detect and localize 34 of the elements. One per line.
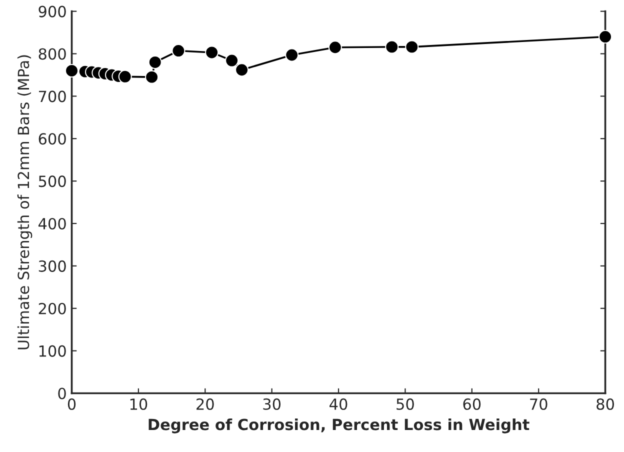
x-tick-label: 30: [263, 398, 281, 410]
point: [235, 63, 249, 77]
x-tick-label: 10: [130, 398, 148, 410]
x-tick-label: 0: [68, 398, 76, 410]
x-axis-title: Degree of Corrosion, Percent Loss in Weight: [148, 418, 530, 434]
y-tick-label: 100: [39, 345, 66, 357]
y-axis-title: Ultimate Strength of 12mm Bars (MPa): [17, 55, 32, 350]
point: [385, 40, 399, 54]
point: [225, 54, 239, 68]
x-tick-label: 40: [330, 398, 348, 410]
y-tick-label: 700: [38, 90, 66, 102]
point: [405, 40, 419, 54]
x-tick-label: 80: [596, 398, 614, 410]
point: [172, 44, 186, 58]
point: [64, 64, 79, 78]
y-tick-label: 200: [38, 302, 66, 314]
x-tick-label: 50: [396, 398, 414, 410]
point: [285, 48, 299, 62]
point: [145, 70, 159, 84]
y-tick-label: 800: [38, 48, 66, 60]
point: [118, 70, 132, 84]
x-tick-label: 60: [463, 398, 481, 410]
y-tick-label: 600: [38, 133, 66, 145]
y-tick-label: 0: [58, 388, 66, 400]
point: [148, 55, 162, 69]
x-tick-label: 20: [196, 398, 214, 410]
y-tick-label: 400: [38, 218, 66, 230]
y-tick-label: 300: [38, 260, 66, 272]
y-tick-label: 900: [38, 6, 66, 18]
x-tick-label: 70: [530, 398, 548, 410]
point: [328, 40, 342, 54]
point: [598, 30, 612, 44]
y-tick-label: 500: [38, 176, 66, 188]
point: [205, 46, 219, 60]
